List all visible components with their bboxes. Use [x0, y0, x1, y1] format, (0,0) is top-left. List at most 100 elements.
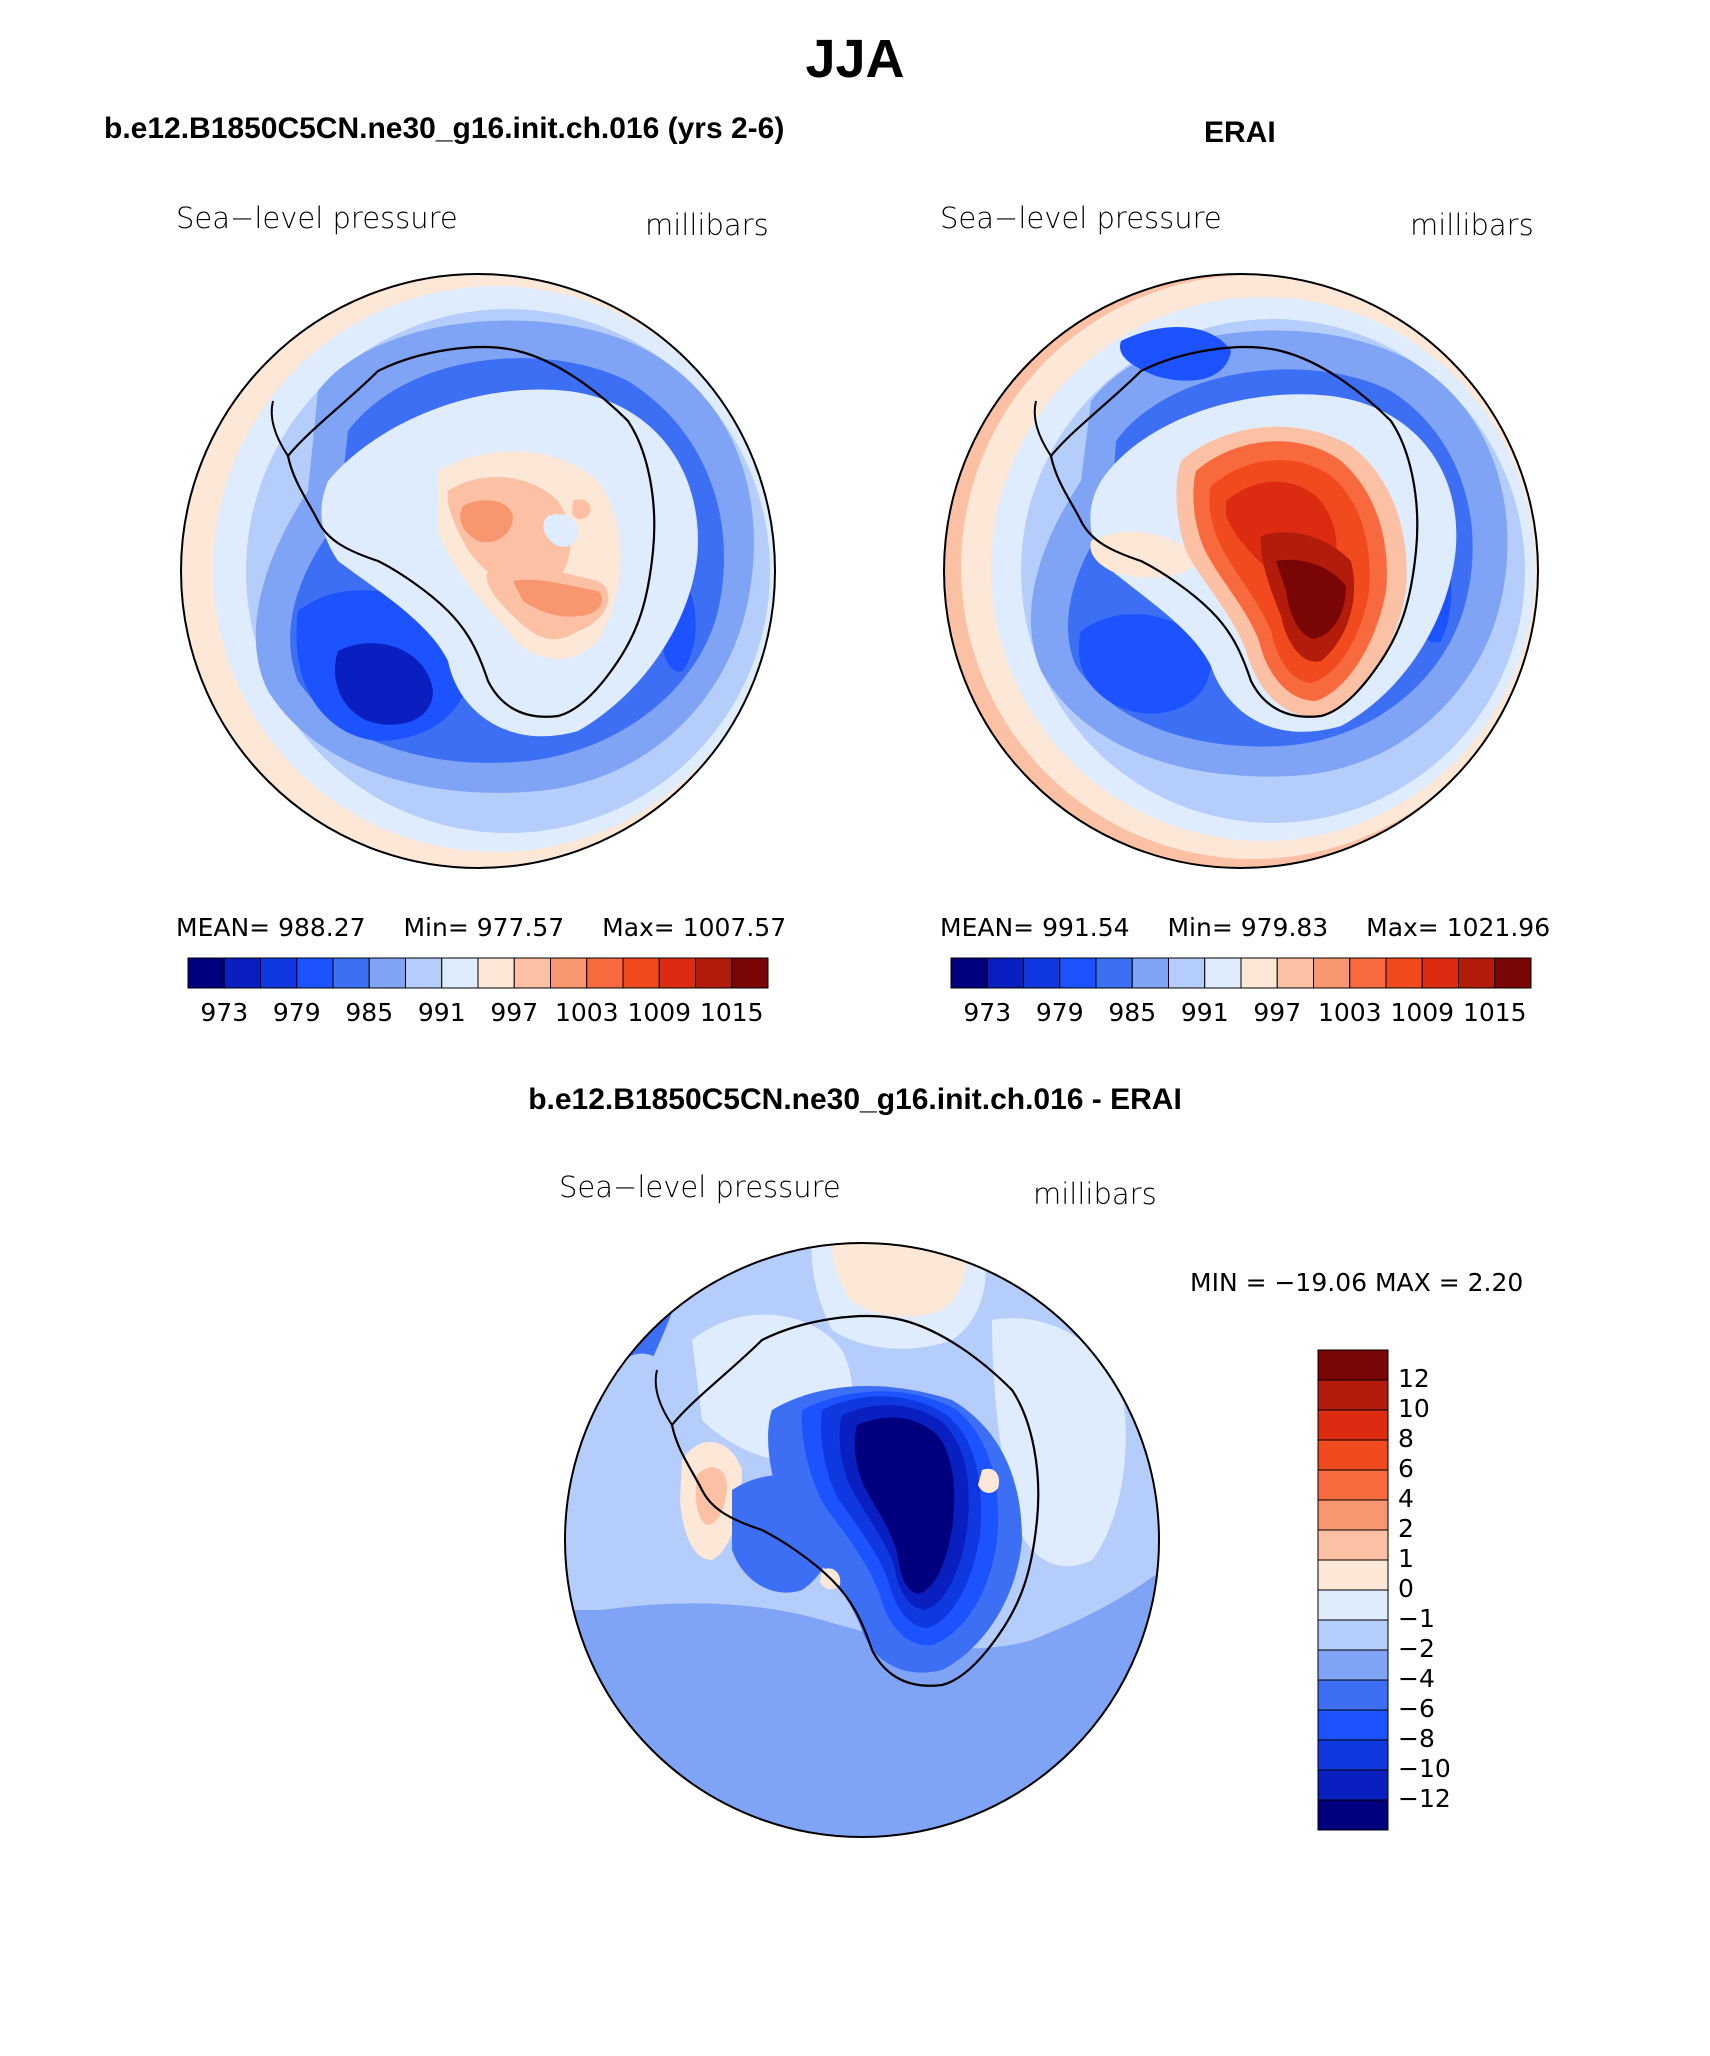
obs-mean-label: MEAN= [940, 913, 1035, 942]
colorbar-swatch [1023, 957, 1061, 989]
colorbar-swatch [1317, 1649, 1389, 1681]
colorbar-tick-label: 1003 [554, 998, 619, 1027]
colorbar-swatch [1317, 1349, 1389, 1381]
colorbar-swatch [1317, 1709, 1389, 1741]
colorbar-swatch [695, 957, 733, 989]
colorbar-swatch [513, 957, 551, 989]
colorbar-swatch [1240, 957, 1278, 989]
diff-polar-map [564, 1242, 1160, 1838]
model-panel-title: b.e12.B1850C5CN.ne30_g16.init.ch.016 (yr… [104, 112, 785, 145]
colorbar-swatch [1494, 957, 1532, 989]
colorbar-swatch [1317, 1529, 1389, 1561]
colorbar-swatch [586, 957, 624, 989]
colorbar-swatch [1317, 1439, 1389, 1471]
colorbar-swatch [1317, 1799, 1389, 1831]
obs-min-label: Min= [1167, 913, 1233, 942]
colorbar-tick-label: 973 [963, 998, 1012, 1027]
colorbar-swatch [950, 957, 988, 989]
obs-colorbar [950, 957, 1532, 989]
colorbar-tick-label: −4 [1398, 1664, 1435, 1693]
colorbar-tick-label: 985 [345, 998, 394, 1027]
colorbar-swatch [731, 957, 769, 989]
diff-panel-title: b.e12.B1850C5CN.ne30_g16.init.ch.016 - E… [528, 1083, 1182, 1116]
diff-colorbar-ticks: 12 10 8 6 4 2 1 0 −1 −2 −4 −6 −8 −10 −12 [1398, 1350, 1488, 1830]
colorbar-tick-label: 997 [490, 998, 539, 1027]
colorbar-tick-label: −1 [1398, 1604, 1435, 1633]
colorbar-swatch [986, 957, 1024, 989]
colorbar-swatch [1317, 1379, 1389, 1411]
colorbar-tick-label: 0 [1398, 1574, 1414, 1603]
colorbar-swatch [1131, 957, 1169, 989]
colorbar-swatch [441, 957, 479, 989]
colorbar-tick-label: −8 [1398, 1724, 1435, 1753]
colorbar-swatch [550, 957, 588, 989]
model-max-label: Max= [602, 913, 675, 942]
colorbar-tick-label: 991 [1180, 998, 1229, 1027]
colorbar-swatch [405, 957, 443, 989]
colorbar-tick-label: 6 [1398, 1454, 1414, 1483]
colorbar-swatch [1458, 957, 1496, 989]
colorbar-tick-label: 2 [1398, 1514, 1414, 1543]
colorbar-swatch [658, 957, 696, 989]
colorbar-tick-label: 973 [200, 998, 249, 1027]
colorbar-tick-label: −6 [1398, 1694, 1435, 1723]
colorbar-tick-label: 997 [1253, 998, 1302, 1027]
colorbar-swatch [1421, 957, 1459, 989]
colorbar-swatch [477, 957, 515, 989]
colorbar-tick-label: 1 [1398, 1544, 1414, 1573]
colorbar-swatch [1168, 957, 1206, 989]
colorbar-swatch [296, 957, 334, 989]
page-title: JJA [805, 29, 905, 89]
model-mean-label: MEAN= [176, 913, 271, 942]
colorbar-swatch [1313, 957, 1351, 989]
model-max-value: 1007.57 [682, 913, 787, 942]
colorbar-tick-label: 985 [1108, 998, 1157, 1027]
colorbar-tick-label: 1015 [699, 998, 764, 1027]
colorbar-swatch [1276, 957, 1314, 989]
colorbar-tick-label: 979 [272, 998, 321, 1027]
colorbar-swatch [1317, 1409, 1389, 1441]
model-min-value: 977.57 [476, 913, 565, 942]
colorbar-swatch [260, 957, 298, 989]
colorbar-tick-label: 12 [1398, 1364, 1430, 1393]
obs-colorbar-ticks: 973 979 985 991 997 1003 1009 1015 [951, 998, 1531, 1030]
model-mean-value: 988.27 [278, 913, 366, 942]
colorbar-tick-label: 1015 [1462, 998, 1527, 1027]
diff-minmax: MIN = −19.06 MAX = 2.20 [1190, 1268, 1524, 1297]
colorbar-swatch [1317, 1469, 1389, 1501]
model-colorbar-ticks: 973 979 985 991 997 1003 1009 1015 [188, 998, 768, 1030]
diff-variable-label: Sea−level pressure [559, 1170, 841, 1204]
colorbar-swatch [368, 957, 406, 989]
colorbar-swatch [187, 957, 225, 989]
obs-polar-map [943, 273, 1539, 869]
model-units-label: millibars [645, 208, 769, 242]
colorbar-swatch [1317, 1559, 1389, 1591]
colorbar-swatch [1317, 1739, 1389, 1771]
colorbar-swatch [1349, 957, 1387, 989]
colorbar-swatch [1317, 1619, 1389, 1651]
colorbar-tick-label: 10 [1398, 1394, 1430, 1423]
colorbar-swatch [1317, 1769, 1389, 1801]
obs-mean-value: 991.54 [1042, 913, 1130, 942]
diff-colorbar [1317, 1349, 1389, 1831]
colorbar-swatch [1059, 957, 1097, 989]
colorbar-swatch [1317, 1589, 1389, 1621]
diff-units-label: millibars [1033, 1177, 1157, 1211]
colorbar-swatch [332, 957, 370, 989]
obs-units-label: millibars [1410, 208, 1534, 242]
colorbar-tick-label: −12 [1398, 1784, 1451, 1813]
colorbar-tick-label: 1003 [1317, 998, 1382, 1027]
obs-panel-title: ERAI [1204, 116, 1276, 149]
model-colorbar [187, 957, 769, 989]
obs-max-value: 1021.96 [1446, 913, 1551, 942]
model-variable-label: Sea−level pressure [176, 201, 458, 235]
colorbar-swatch [1385, 957, 1423, 989]
colorbar-tick-label: 1009 [1390, 998, 1455, 1027]
colorbar-tick-label: −10 [1398, 1754, 1451, 1783]
model-polar-map [180, 273, 776, 869]
obs-variable-label: Sea−level pressure [940, 201, 1222, 235]
colorbar-swatch [1095, 957, 1133, 989]
colorbar-tick-label: 4 [1398, 1484, 1414, 1513]
colorbar-swatch [1317, 1679, 1389, 1711]
colorbar-tick-label: 991 [417, 998, 466, 1027]
